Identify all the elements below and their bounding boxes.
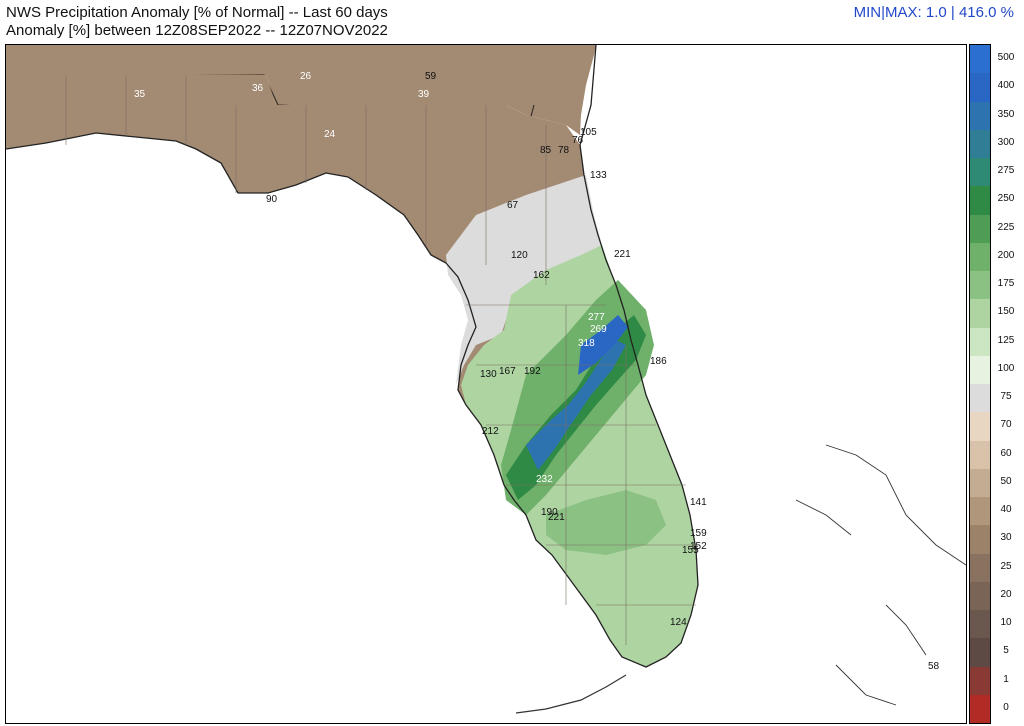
map-title: NWS Precipitation Anomaly [% of Normal] … — [6, 4, 388, 21]
station-value-label: 35 — [134, 89, 146, 100]
station-value-label: 67 — [507, 200, 519, 211]
station-value-label: 59 — [425, 71, 437, 82]
zone-extreme — [526, 340, 626, 470]
station-value-label: 192 — [524, 366, 541, 377]
color-scale-label: 10 — [1000, 617, 1012, 629]
bahamas-outline — [795, 444, 966, 706]
region-north-land — [6, 45, 596, 135]
zone-above-normal — [461, 245, 698, 667]
color-scale-label: 300 — [997, 136, 1015, 148]
station-value-label: 152 — [690, 541, 707, 552]
color-scale-label: 30 — [1000, 532, 1012, 544]
color-scale-swatch — [970, 468, 990, 498]
color-scale-label: 500 — [997, 52, 1015, 64]
station-value-label: 78 — [558, 145, 570, 156]
zone-extreme-2 — [578, 315, 628, 375]
color-scale-label: 70 — [1000, 419, 1012, 431]
color-scale-swatch — [970, 355, 990, 385]
station-value-label: 221 — [548, 512, 565, 523]
color-scale-swatch — [970, 440, 990, 470]
color-scale-bar — [969, 44, 991, 724]
color-scale-swatch — [970, 214, 990, 244]
color-scale-label: 400 — [997, 80, 1015, 92]
station-value-label: 120 — [511, 250, 528, 261]
station-value-label: 76 — [572, 135, 584, 146]
color-scale-label: 125 — [997, 334, 1015, 346]
color-scale-swatch — [970, 242, 990, 272]
color-scale-label: 1 — [1003, 673, 1009, 685]
color-scale-swatch — [970, 158, 990, 187]
station-value-label: 124 — [670, 617, 687, 628]
color-scale-label: 100 — [997, 362, 1015, 374]
station-value-label: 133 — [590, 170, 607, 181]
station-value-label: 39 — [418, 89, 430, 100]
color-scale-label: 20 — [1000, 588, 1012, 600]
map-header: NWS Precipitation Anomaly [% of Normal] … — [0, 0, 1024, 44]
station-value-label: 90 — [266, 194, 278, 205]
color-scale-swatch — [970, 525, 990, 554]
station-value-label: 155 — [682, 545, 699, 556]
station-value-label: 221 — [614, 249, 631, 260]
station-value-label: 105 — [580, 127, 597, 138]
station-value-label: 277 — [588, 312, 605, 323]
map-subtitle: Anomaly [%] between 12Z08SEP2022 -- 12Z0… — [6, 22, 388, 39]
color-scale-swatch — [970, 412, 990, 441]
station-value-label: 24 — [324, 129, 336, 140]
color-scale-swatch — [970, 553, 990, 583]
station-value-label: 162 — [533, 270, 550, 281]
station-value-label: 85 — [540, 145, 552, 156]
station-value-label: 318 — [578, 338, 595, 349]
station-value-label: 26 — [300, 71, 312, 82]
station-value-label: 58 — [928, 661, 940, 672]
station-value-label: 190 — [541, 507, 558, 518]
station-value-label: 212 — [482, 426, 499, 437]
min-max-readout: MIN|MAX: 1.0 | 416.0 % — [853, 4, 1014, 21]
color-scale-swatch — [970, 610, 990, 639]
color-scale-swatch — [970, 666, 990, 696]
color-scale-label: 250 — [997, 193, 1015, 205]
map-panel: 35 36 26 59 39 24 105 76 85 78 133 90 67 120 221 162 277… — [5, 44, 967, 724]
station-value-label: 141 — [690, 497, 707, 508]
color-scale-label: 60 — [1000, 447, 1012, 459]
station-value-label: 159 — [690, 528, 707, 539]
station-value-label: 186 — [650, 356, 667, 367]
color-scale-swatch — [970, 581, 990, 611]
county-boundaries — [65, 75, 696, 645]
zone-wet-south — [546, 490, 666, 555]
color-scale-swatch — [970, 129, 990, 159]
color-scale-label: 0 — [1003, 701, 1009, 713]
station-value-label: 36 — [252, 83, 264, 94]
color-scale-swatch — [970, 186, 990, 215]
color-scale-swatch — [970, 299, 990, 328]
color-scale-label: 200 — [997, 249, 1015, 261]
color-scale-label: 225 — [997, 221, 1015, 233]
color-scale-swatch — [970, 45, 990, 74]
station-value-label: 167 — [499, 366, 516, 377]
color-scale-swatch — [970, 101, 990, 131]
color-scale-label: 150 — [997, 306, 1015, 318]
station-value-label: 269 — [590, 324, 607, 335]
station-value-label: 232 — [536, 474, 553, 485]
color-scale-label: 350 — [997, 108, 1015, 120]
color-scale-label: 75 — [1000, 391, 1012, 403]
color-scale-swatch — [970, 384, 990, 413]
color-scale-swatch — [970, 327, 990, 357]
color-scale-label: 40 — [1000, 504, 1012, 516]
color-scale-swatch — [970, 497, 990, 526]
station-value-label: 130 — [480, 369, 497, 380]
color-scale-swatch — [970, 638, 990, 667]
color-scale-label: 50 — [1000, 475, 1012, 487]
florida-keys — [515, 674, 627, 714]
color-scale-label: 275 — [997, 165, 1015, 177]
zone-near-normal — [446, 175, 602, 385]
color-scale-label: 175 — [997, 278, 1015, 290]
color-scale-swatch — [970, 694, 990, 723]
color-scale-swatch — [970, 73, 990, 102]
color-scale-label: 5 — [1003, 645, 1009, 657]
color-scale-label: 25 — [1000, 560, 1012, 572]
color-scale-swatch — [970, 271, 990, 300]
